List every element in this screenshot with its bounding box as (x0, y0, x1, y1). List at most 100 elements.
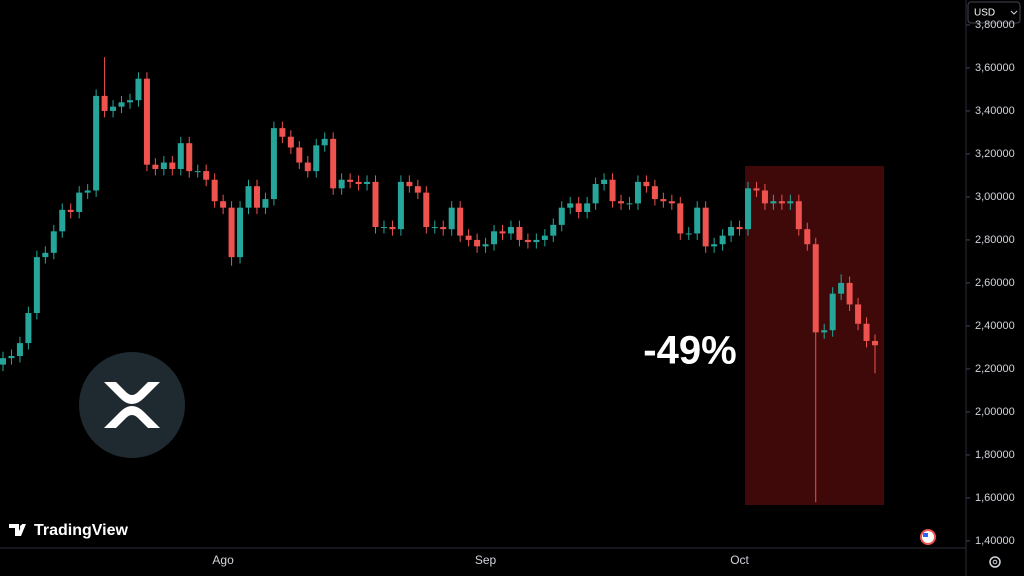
y-tick-label: 3,60000 (975, 62, 1015, 74)
candle-body (16, 343, 23, 357)
candle-body (220, 201, 227, 208)
candle-body (448, 207, 455, 230)
x-tick-label: Sep (475, 553, 497, 567)
candle-body (414, 186, 421, 193)
candle-body (567, 203, 574, 208)
candle-body (313, 145, 320, 172)
y-tick-label: 3,40000 (975, 105, 1015, 117)
candle-body (855, 304, 862, 324)
y-tick-label: 1,40000 (975, 535, 1015, 547)
candle-body (804, 229, 811, 245)
y-tick-label: 3,80000 (975, 19, 1015, 31)
candle-body (93, 95, 100, 191)
candle-body (296, 147, 303, 163)
candle-body (719, 235, 726, 245)
currency-label: USD (974, 8, 995, 19)
currency-caret (1010, 10, 1018, 15)
x-tick-label: Ago (212, 553, 234, 567)
candle-body (253, 186, 260, 208)
y-tick-label: 2,00000 (975, 406, 1015, 418)
candle-body (135, 78, 142, 101)
candle-body (0, 358, 6, 365)
candle-body (812, 244, 819, 333)
candle-body (609, 179, 616, 202)
candle-body (152, 164, 159, 169)
candle-body (194, 171, 201, 173)
y-tick-label: 2,80000 (975, 234, 1015, 246)
candle-body (304, 162, 311, 172)
candle-body (279, 128, 286, 137)
candle-body (364, 181, 371, 185)
candle-body (110, 106, 117, 111)
candle-body (668, 201, 675, 204)
candle-body (753, 188, 760, 191)
candle-body (50, 231, 57, 253)
candle-body (829, 293, 836, 331)
candle-body (491, 231, 498, 245)
currency-button[interactable] (967, 1, 1021, 24)
candle-body (626, 203, 633, 205)
candle-body (465, 235, 472, 240)
candle-body (872, 340, 878, 346)
candle-body (634, 181, 641, 204)
candle-body (711, 244, 718, 247)
candle-body (42, 252, 49, 258)
candle-body (618, 201, 625, 204)
candle-body (203, 171, 210, 180)
candle-body (550, 224, 557, 236)
candle-body (186, 143, 193, 172)
candle-body (8, 356, 15, 359)
candle-body (380, 227, 387, 229)
candle-body (821, 330, 828, 333)
candle-body (338, 179, 345, 189)
xrp-logo (79, 352, 185, 458)
candle-body (237, 207, 244, 258)
watermark: TradingView (34, 522, 129, 539)
candle-body (245, 186, 252, 208)
us-flag-icon[interactable] (920, 529, 936, 545)
y-tick-label: 3,20000 (975, 148, 1015, 160)
candle-body (474, 239, 481, 247)
candle-body (270, 128, 277, 200)
candle-body (423, 192, 430, 228)
candle-body (169, 162, 176, 169)
candle-body (397, 181, 404, 230)
candle-body (778, 201, 785, 204)
candle-body (838, 282, 845, 294)
y-tick-label: 2,60000 (975, 277, 1015, 289)
candle-body (330, 138, 337, 189)
candle-body (651, 186, 658, 200)
settings-icon[interactable] (989, 556, 1001, 568)
candle-body (211, 179, 218, 202)
candle-body (67, 209, 74, 212)
candle-body (84, 190, 91, 193)
candle-body (347, 179, 354, 182)
x-tick-label: Oct (730, 553, 749, 567)
candle-body (846, 282, 853, 305)
candle-body (643, 181, 650, 187)
candle-body (160, 162, 167, 169)
candle-body (287, 136, 294, 148)
candle-body (524, 239, 531, 243)
y-tick-label: 1,80000 (975, 449, 1015, 461)
highlight-box (745, 166, 884, 505)
candle-body (321, 138, 328, 146)
candle-body (728, 227, 735, 236)
candle-body (592, 184, 599, 204)
candle-body (761, 190, 768, 204)
candle-body (533, 239, 540, 243)
candle-body (575, 203, 582, 212)
y-tick-label: 2,40000 (975, 320, 1015, 332)
candle-body (787, 201, 794, 204)
candle-body (59, 209, 66, 232)
candle-body (736, 227, 743, 230)
candle-body (101, 95, 108, 111)
annotation: -49% (643, 329, 736, 373)
candle-body (143, 78, 150, 165)
candle-body (389, 227, 396, 230)
candle-body (76, 192, 83, 212)
candle-body (507, 227, 514, 234)
candle-body (355, 181, 362, 185)
